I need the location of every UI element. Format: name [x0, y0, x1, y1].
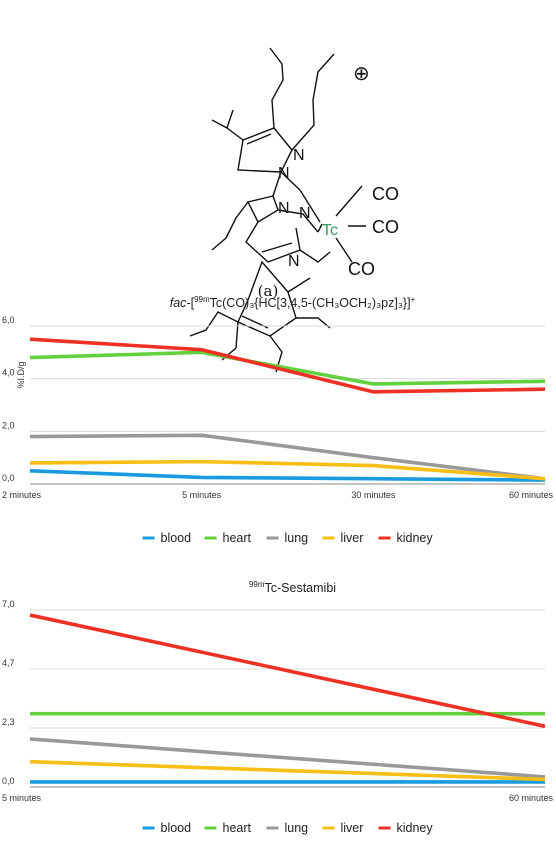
y-axis-label: %I.D/g [16, 361, 26, 388]
atom-n2: N [293, 147, 305, 164]
chart-title: 99mTc-Sestamibi [249, 580, 336, 595]
atom-n5: N [288, 253, 300, 270]
ligand-co-2: CO [372, 217, 399, 237]
legend-item-liver: liver [322, 531, 364, 545]
series-line-blood [29, 469, 546, 482]
legend-label: blood [161, 821, 192, 835]
y-tick-label: 2,0 [2, 420, 15, 430]
series-line-liver [29, 759, 546, 782]
legend-item-lung: lung [266, 821, 309, 835]
molecule-labels: N N N N N Tc CO CO CO ⊕ [278, 63, 399, 279]
y-tick-label: 4,0 [2, 368, 15, 378]
legend-label: heart [223, 531, 252, 545]
ligand-co-1: CO [372, 184, 399, 204]
x-tick-label: 2 minutes [2, 490, 42, 500]
charge-symbol: ⊕ [353, 63, 370, 85]
legend-label: liver [341, 531, 364, 545]
legend-label: lung [285, 531, 309, 545]
legend-item-kidney: kidney [378, 821, 434, 835]
series-line-heart [29, 350, 546, 386]
y-tick-label: 2,3 [2, 717, 15, 727]
legend-label: liver [341, 821, 364, 835]
legend-item-blood: blood [142, 821, 192, 835]
atom-n1: N [278, 165, 290, 182]
atom-tc: Tc [322, 222, 338, 239]
x-tick-label: 60 minutes [509, 793, 554, 803]
legend-item-liver: liver [322, 821, 364, 835]
y-tick-label: 0,0 [2, 473, 15, 483]
series-line-liver [29, 459, 546, 481]
y-tick-label: 4,7 [2, 658, 15, 668]
legend-label: lung [285, 821, 309, 835]
ligand-co-3: CO [348, 259, 375, 279]
chart-1-biodistribution: fac-[99mTc(CO)₃{HC[3,4,5-(CH₃OCH₂)₃pz]₃}… [2, 295, 553, 545]
legend-label: heart [223, 821, 252, 835]
series-line-lung [29, 737, 546, 779]
chart-2-sestamibi: 99mTc-Sestamibi 0,0 2,3 4,7 7,0 5 minutes 60 m… [2, 580, 553, 835]
legend-label: blood [161, 531, 192, 545]
legend-item-kidney: kidney [378, 531, 434, 545]
panel-label-a: (a) [258, 282, 279, 300]
series-line-kidney [29, 337, 546, 394]
chart-title: fac-[99mTc(CO)₃{HC[3,4,5-(CH₃OCH₂)₃pz]₃}… [170, 295, 416, 310]
y-tick-label: 7,0 [2, 599, 15, 609]
molecule-structure [189, 47, 366, 373]
legend-item-blood: blood [142, 531, 192, 545]
atom-n4: N [299, 205, 311, 222]
atom-n3: N [278, 200, 290, 217]
legend-item-heart: heart [204, 531, 252, 545]
legend-item-heart: heart [204, 821, 252, 835]
legend-label: kidney [397, 531, 434, 545]
series-line-kidney [29, 613, 546, 729]
y-tick-label: 6,0 [2, 315, 15, 325]
series-line-lung [29, 433, 546, 481]
x-tick-label: 30 minutes [351, 490, 396, 500]
x-tick-label: 5 minutes [182, 490, 222, 500]
x-tick-label: 5 minutes [2, 793, 42, 803]
y-tick-label: 0,0 [2, 776, 15, 786]
legend-item-lung: lung [266, 531, 309, 545]
x-tick-label: 60 minutes [509, 490, 554, 500]
legend-label: kidney [397, 821, 434, 835]
